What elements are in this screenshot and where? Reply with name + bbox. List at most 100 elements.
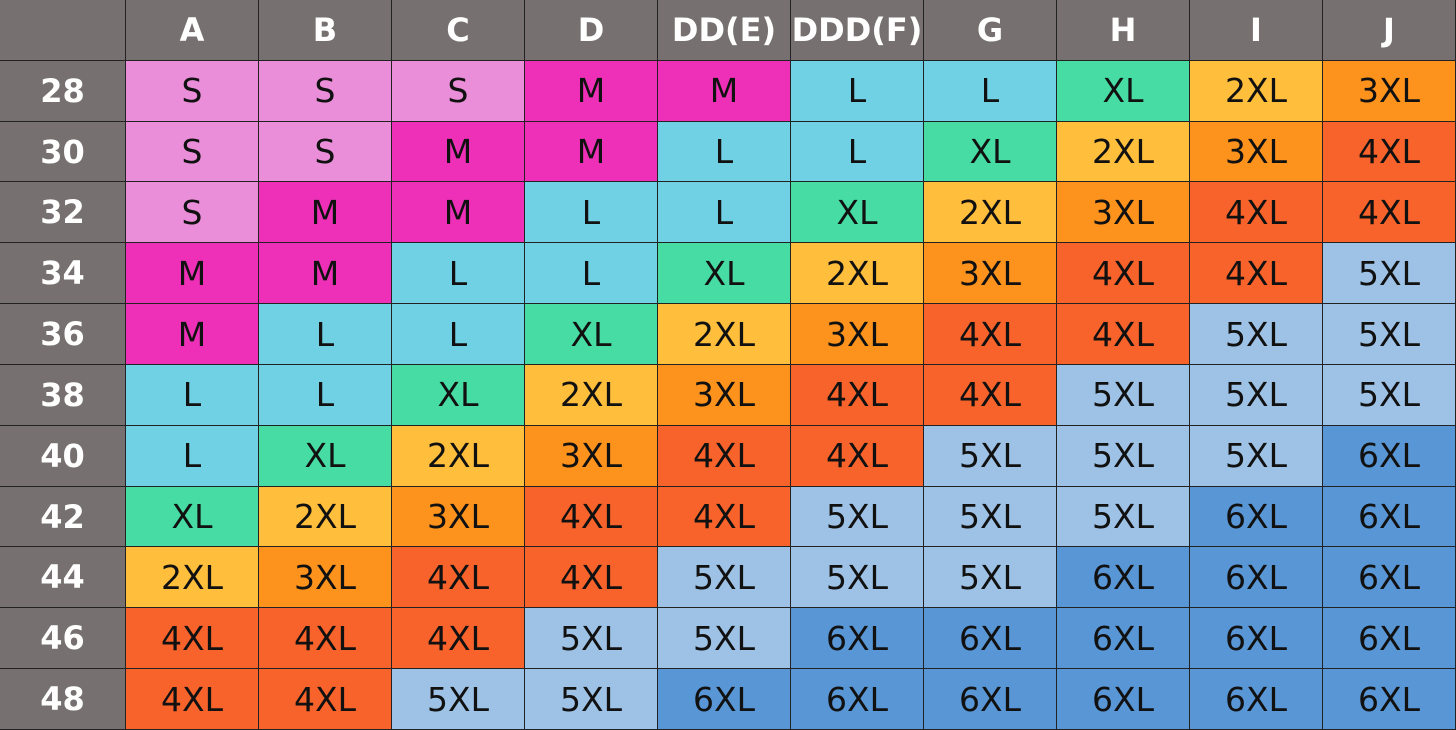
size-cell: 5XL <box>658 547 791 609</box>
size-cell: L <box>525 182 658 244</box>
size-cell: XL <box>791 182 924 244</box>
size-cell: 4XL <box>791 364 924 426</box>
size-cell: M <box>525 60 658 122</box>
column-header: A <box>126 0 259 61</box>
size-cell: 5XL <box>924 425 1057 487</box>
size-cell: 4XL <box>924 304 1057 365</box>
column-header: G <box>924 0 1057 61</box>
size-cell: XL <box>658 243 791 305</box>
size-cell: 4XL <box>392 547 525 609</box>
size-cell: L <box>791 60 924 122</box>
row-header: 42 <box>0 486 126 548</box>
size-cell: 5XL <box>1323 304 1456 365</box>
size-cell: XL <box>259 425 392 487</box>
size-cell: M <box>392 182 525 244</box>
size-cell: M <box>259 243 392 305</box>
column-header: J <box>1323 0 1456 61</box>
size-cell: 6XL <box>1057 547 1190 609</box>
size-cell: S <box>126 121 259 183</box>
size-cell: L <box>126 425 259 487</box>
size-cell: 5XL <box>1190 364 1323 426</box>
size-cell: 5XL <box>1323 243 1456 305</box>
size-cell: 5XL <box>1323 364 1456 426</box>
size-cell: M <box>392 121 525 183</box>
size-cell: M <box>525 121 658 183</box>
column-header: D <box>525 0 658 61</box>
size-cell: M <box>658 60 791 122</box>
size-cell: 6XL <box>1323 547 1456 609</box>
size-cell: L <box>791 121 924 183</box>
size-cell: 4XL <box>126 608 259 670</box>
size-cell: S <box>126 60 259 122</box>
row-header: 28 <box>0 60 126 122</box>
size-cell: 5XL <box>1190 304 1323 365</box>
size-cell: 4XL <box>924 364 1057 426</box>
size-cell: 5XL <box>791 547 924 609</box>
column-header: H <box>1057 0 1190 61</box>
size-cell: 3XL <box>658 364 791 426</box>
row-header: 40 <box>0 425 126 487</box>
size-cell: L <box>392 243 525 305</box>
size-cell: 6XL <box>1323 608 1456 670</box>
size-cell: 6XL <box>1323 669 1456 730</box>
row-header: 36 <box>0 304 126 365</box>
size-cell: 3XL <box>1190 121 1323 183</box>
column-header: I <box>1190 0 1323 61</box>
size-cell: 5XL <box>392 669 525 730</box>
size-cell: 2XL <box>392 425 525 487</box>
size-cell: 4XL <box>1190 182 1323 244</box>
size-cell: XL <box>392 364 525 426</box>
size-cell: 3XL <box>525 425 658 487</box>
size-cell: 4XL <box>1190 243 1323 305</box>
size-cell: 2XL <box>126 547 259 609</box>
size-cell: 6XL <box>1190 547 1323 609</box>
size-cell: 6XL <box>1190 669 1323 730</box>
size-cell: L <box>259 364 392 426</box>
size-cell: S <box>392 60 525 122</box>
size-cell: 5XL <box>525 669 658 730</box>
size-cell: 6XL <box>924 669 1057 730</box>
size-cell: 5XL <box>924 547 1057 609</box>
size-cell: 6XL <box>1323 486 1456 548</box>
size-cell: L <box>126 364 259 426</box>
column-header: B <box>259 0 392 61</box>
size-cell: 4XL <box>1057 243 1190 305</box>
size-cell: 4XL <box>1323 182 1456 244</box>
size-cell: 5XL <box>1190 425 1323 487</box>
size-cell: S <box>259 121 392 183</box>
size-cell: XL <box>525 304 658 365</box>
size-cell: M <box>126 304 259 365</box>
size-cell: XL <box>1057 60 1190 122</box>
row-header: 38 <box>0 364 126 426</box>
size-cell: L <box>392 304 525 365</box>
size-cell: 2XL <box>259 486 392 548</box>
size-cell: L <box>658 182 791 244</box>
size-cell: 2XL <box>1057 121 1190 183</box>
size-cell: 4XL <box>525 486 658 548</box>
size-cell: S <box>126 182 259 244</box>
size-cell: 2XL <box>1190 60 1323 122</box>
size-cell: XL <box>924 121 1057 183</box>
size-cell: 6XL <box>1190 486 1323 548</box>
size-cell: 5XL <box>525 608 658 670</box>
size-cell: 6XL <box>791 669 924 730</box>
size-cell: 3XL <box>259 547 392 609</box>
size-cell: M <box>126 243 259 305</box>
column-header: DDD(F) <box>791 0 924 61</box>
corner-cell <box>0 0 126 61</box>
size-cell: 4XL <box>658 425 791 487</box>
size-cell: L <box>924 60 1057 122</box>
column-header: DD(E) <box>658 0 791 61</box>
size-cell: 2XL <box>924 182 1057 244</box>
size-cell: 3XL <box>392 486 525 548</box>
size-cell: 6XL <box>791 608 924 670</box>
size-cell: 2XL <box>525 364 658 426</box>
size-cell: 5XL <box>924 486 1057 548</box>
size-cell: 6XL <box>924 608 1057 670</box>
size-cell: 4XL <box>259 669 392 730</box>
row-header: 30 <box>0 121 126 183</box>
size-cell: 3XL <box>791 304 924 365</box>
size-cell: 6XL <box>658 669 791 730</box>
size-cell: 6XL <box>1057 608 1190 670</box>
size-cell: 6XL <box>1323 425 1456 487</box>
